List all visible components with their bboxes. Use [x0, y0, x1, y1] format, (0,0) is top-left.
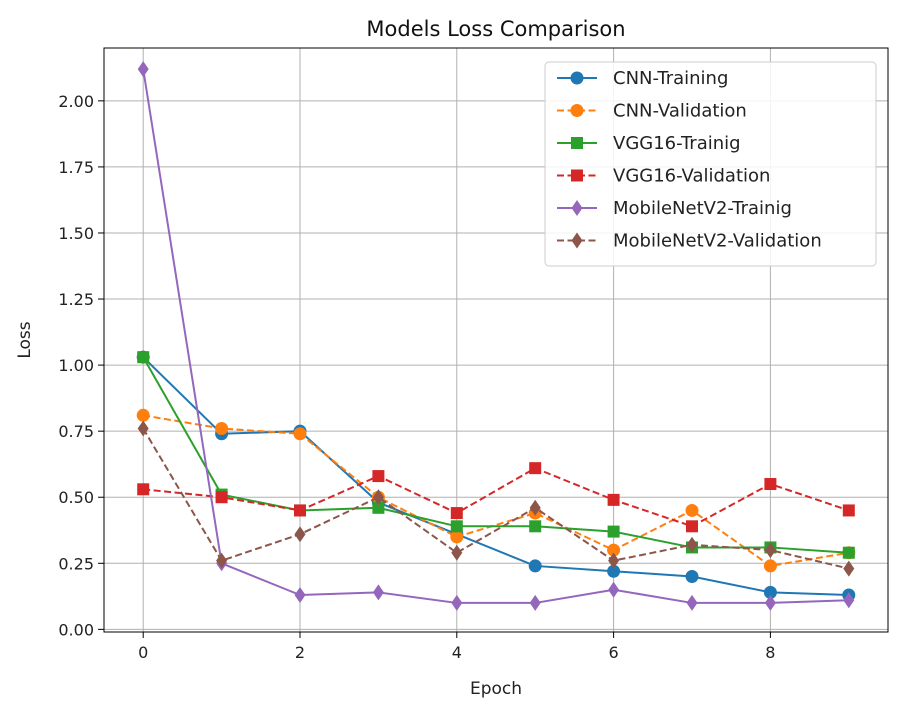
- data-point: [529, 462, 542, 475]
- legend-marker: [571, 200, 583, 216]
- data-point: [215, 491, 228, 504]
- legend-label: VGG16-Validation: [613, 166, 770, 187]
- data-point: [294, 504, 306, 517]
- legend-label: MobileNetV2-Validation: [613, 231, 822, 252]
- data-point: [529, 520, 542, 533]
- data-point: [842, 504, 855, 517]
- series-vgg16-validation: [137, 462, 855, 533]
- x-tick-label: 0: [138, 643, 148, 662]
- data-point: [372, 470, 385, 483]
- data-point: [843, 560, 855, 577]
- data-point: [450, 530, 464, 544]
- data-point: [137, 483, 150, 496]
- y-tick-label: 1.25: [58, 290, 94, 309]
- x-tick-label: 6: [609, 643, 619, 662]
- data-point: [294, 526, 306, 543]
- x-tick-label: 2: [295, 643, 305, 662]
- data-point: [608, 581, 620, 598]
- data-point: [450, 507, 463, 520]
- legend-box: [544, 61, 877, 267]
- legend-label: MobileNetV2-Trainig: [613, 198, 792, 219]
- data-point: [607, 493, 620, 506]
- legend-label: VGG16-Trainig: [613, 133, 741, 154]
- chart-title: Models Loss Comparison: [366, 17, 625, 41]
- x-axis-label: Epoch: [470, 679, 522, 699]
- legend-marker: [570, 104, 584, 117]
- data-point: [842, 546, 855, 559]
- y-tick-label: 1.75: [58, 158, 94, 177]
- legend-label: CNN-Validation: [613, 101, 747, 122]
- legend-entry-mobilenetv2-trainig: MobileNetV2-Trainig: [557, 198, 792, 219]
- data-point: [529, 499, 541, 516]
- legend-entry-mobilenetv2-validation: MobileNetV2-Validation: [557, 231, 822, 252]
- data-point: [293, 427, 307, 441]
- data-point: [216, 552, 228, 569]
- legend-entry-cnn-training: CNN-Training: [557, 68, 728, 89]
- data-point: [215, 422, 229, 436]
- data-point: [529, 594, 541, 611]
- data-point: [763, 585, 777, 599]
- data-point: [294, 587, 306, 604]
- legend-marker: [571, 232, 583, 249]
- data-point: [528, 559, 542, 573]
- y-tick-label: 0.50: [58, 488, 94, 507]
- data-point: [685, 503, 699, 517]
- series-line: [142, 356, 849, 597]
- series-mobilenetv2-validation: [137, 420, 855, 577]
- series-line: [142, 68, 849, 604]
- y-tick-label: 2.00: [58, 92, 94, 111]
- series-line: [142, 428, 850, 570]
- data-point: [607, 564, 621, 578]
- series-line: [143, 414, 849, 567]
- data-point: [451, 544, 463, 561]
- y-tick-label: 0.00: [58, 620, 94, 639]
- legend-marker: [570, 71, 584, 85]
- data-point: [137, 420, 149, 437]
- data-point: [763, 559, 777, 573]
- data-point: [764, 594, 776, 611]
- plot-frame: [103, 47, 889, 633]
- y-axis-label: Loss: [15, 321, 35, 358]
- data-point: [686, 536, 698, 553]
- y-tick-label: 1.00: [58, 356, 94, 375]
- legend-marker: [571, 169, 583, 182]
- data-point: [372, 501, 385, 514]
- data-point: [607, 525, 620, 538]
- data-point: [372, 489, 384, 506]
- data-point: [608, 552, 620, 569]
- series-line: [143, 467, 850, 528]
- y-axis: 0.00 0.25 0.50 0.75 1.00 1.25 1.50 1.75 2.00: [58, 92, 104, 639]
- x-axis: 0 2 4 6 8: [138, 632, 775, 662]
- y-tick-label: 0.25: [58, 554, 94, 573]
- data-point: [686, 520, 698, 533]
- legend-entry-cnn-validation: CNN-Validation: [557, 101, 747, 122]
- data-point: [843, 592, 855, 609]
- series-line: [142, 356, 849, 554]
- legend-label: CNN-Training: [613, 68, 728, 89]
- data-point: [137, 351, 150, 364]
- x-tick-label: 4: [452, 643, 462, 662]
- series-layer: [136, 61, 856, 611]
- data-point: [372, 584, 384, 601]
- data-point: [685, 570, 699, 584]
- data-point: [607, 543, 621, 557]
- legend-marker: [571, 137, 583, 149]
- data-point: [764, 542, 776, 559]
- data-point: [136, 408, 150, 422]
- data-point: [764, 478, 777, 491]
- data-point: [137, 61, 149, 78]
- x-tick-label: 8: [765, 643, 775, 662]
- data-point: [686, 594, 698, 611]
- legend: CNN-Training CNN-Validation VGG16-Trainig V…: [544, 61, 877, 267]
- legend-entry-vgg16-validation: VGG16-Validation: [557, 166, 770, 187]
- data-point: [450, 520, 463, 533]
- data-point: [451, 594, 463, 611]
- legend-entry-vgg16-trainig: VGG16-Trainig: [557, 133, 741, 154]
- y-tick-label: 0.75: [58, 422, 94, 441]
- y-tick-label: 1.50: [58, 224, 94, 243]
